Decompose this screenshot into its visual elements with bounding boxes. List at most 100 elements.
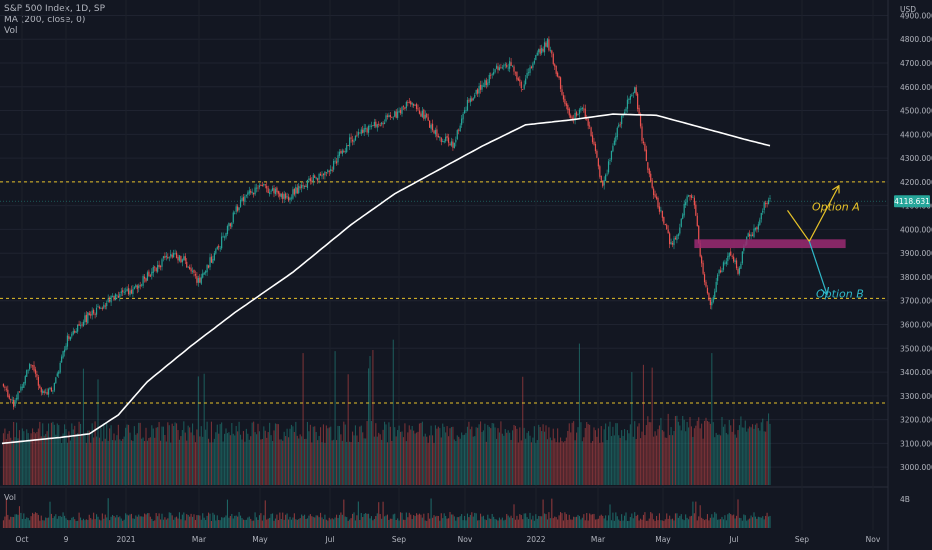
candle-body	[301, 184, 303, 188]
volume-bar	[737, 430, 739, 485]
volume-pane-bar	[193, 514, 195, 528]
volume-bar	[504, 429, 506, 485]
volume-pane-bar	[226, 499, 229, 528]
volume-bar	[430, 425, 432, 485]
volume-pane-bar	[447, 518, 450, 528]
volume-bar	[213, 438, 215, 485]
volume-pane-bar	[130, 513, 133, 528]
candle-body	[299, 186, 301, 188]
legend-symbol[interactable]: S&P 500 Index, 1D, SP	[4, 4, 106, 14]
volume-bar	[228, 432, 230, 485]
candle-body	[84, 315, 86, 323]
candle-body	[100, 308, 102, 309]
volume-pane-bar	[31, 512, 34, 528]
volume-pane-bar	[279, 512, 281, 528]
candle-body	[74, 331, 76, 333]
volume-bar	[561, 441, 563, 485]
volume-pane-bar	[551, 498, 553, 528]
volume-bar	[257, 423, 259, 485]
candle-body	[455, 139, 457, 143]
candle-body	[325, 172, 327, 174]
option-b-label: Option B	[816, 287, 864, 300]
volume-pane-bar	[529, 512, 531, 528]
candle-body	[597, 158, 599, 167]
volume-pane-bar	[251, 520, 253, 528]
volume-bar	[85, 442, 87, 485]
candle-body	[107, 298, 109, 303]
candle-body	[79, 325, 82, 327]
volume-bar	[298, 438, 300, 485]
candle-body	[733, 256, 735, 262]
volume-pane-bar	[350, 518, 352, 528]
volume-pane-bar	[504, 519, 506, 528]
volume-bar	[295, 421, 297, 485]
volume-bar	[255, 434, 258, 485]
candle-body	[477, 89, 479, 94]
volume-pane-bar	[75, 520, 77, 528]
volume-bar	[126, 424, 128, 485]
legend-vol[interactable]: Vol	[4, 26, 18, 36]
volume-pane-bar	[507, 515, 509, 528]
volume-bar	[175, 423, 178, 485]
volume-bar	[349, 441, 351, 485]
volume-pane-bar	[359, 520, 361, 528]
volume-pane-bar	[283, 519, 285, 528]
volume-bar	[682, 415, 684, 485]
volume-bar	[431, 435, 434, 485]
legend-ma[interactable]: MA (200, close, 0)	[4, 15, 86, 25]
volume-bar	[18, 430, 21, 485]
volume-pane-bar	[133, 518, 135, 528]
volume-bar	[539, 427, 541, 485]
volume-bar	[139, 422, 141, 485]
volume-bar	[152, 428, 154, 485]
volume-pane-bar	[162, 519, 165, 528]
volume-bar	[397, 430, 399, 485]
candle-body	[629, 95, 631, 100]
candle-body	[55, 377, 57, 384]
price-axis[interactable]: USD3000.0003100.0003200.0003300.0003400.…	[894, 5, 932, 472]
candle-body	[104, 305, 106, 307]
volume-bar	[689, 417, 691, 485]
volume-bar	[637, 426, 639, 485]
candle-body	[378, 124, 380, 125]
time-axis[interactable]: Oct 9 2021 Mar May Jul Sep Nov 2022 Mar May Jul Sep N…	[16, 535, 881, 544]
candle-body	[466, 99, 469, 111]
volume-pane-bar	[267, 518, 269, 528]
x-tick-label: Sep	[392, 535, 406, 544]
candle-body	[78, 324, 80, 326]
candle-body	[433, 130, 435, 134]
volume-bar	[138, 422, 140, 485]
volume-pane-bar	[4, 516, 6, 528]
volume-bar	[123, 436, 125, 485]
y-tick-label: 4600.000	[900, 83, 932, 92]
candle-body	[149, 275, 151, 277]
volume-bar	[407, 432, 409, 485]
candle-body	[564, 98, 566, 104]
volume-bar	[523, 427, 525, 485]
volume-bar	[401, 431, 403, 485]
volume-bar	[651, 367, 653, 485]
candle-body	[682, 214, 684, 219]
volume-bar	[686, 421, 688, 485]
volume-pane-bar	[462, 520, 464, 528]
volume-pane-bar	[18, 506, 21, 528]
candle-body	[290, 197, 293, 199]
volume-pane-bar	[641, 519, 643, 528]
candle-body	[439, 136, 441, 138]
volume-bar	[71, 423, 73, 485]
volume-pane-bar	[382, 501, 384, 528]
candle-body	[225, 233, 227, 238]
volume-pane-bar	[498, 517, 501, 528]
volume-bar	[482, 430, 485, 485]
volume-bar	[21, 428, 23, 485]
candle-body	[645, 149, 647, 162]
volume-pane-bar	[526, 517, 528, 528]
volume-bar	[591, 441, 594, 485]
volume-bar	[90, 442, 92, 485]
volume-bar	[242, 431, 245, 485]
candle-body	[314, 175, 316, 178]
candle-body	[471, 98, 473, 101]
candle-body	[571, 117, 573, 120]
candle-body	[151, 271, 153, 276]
